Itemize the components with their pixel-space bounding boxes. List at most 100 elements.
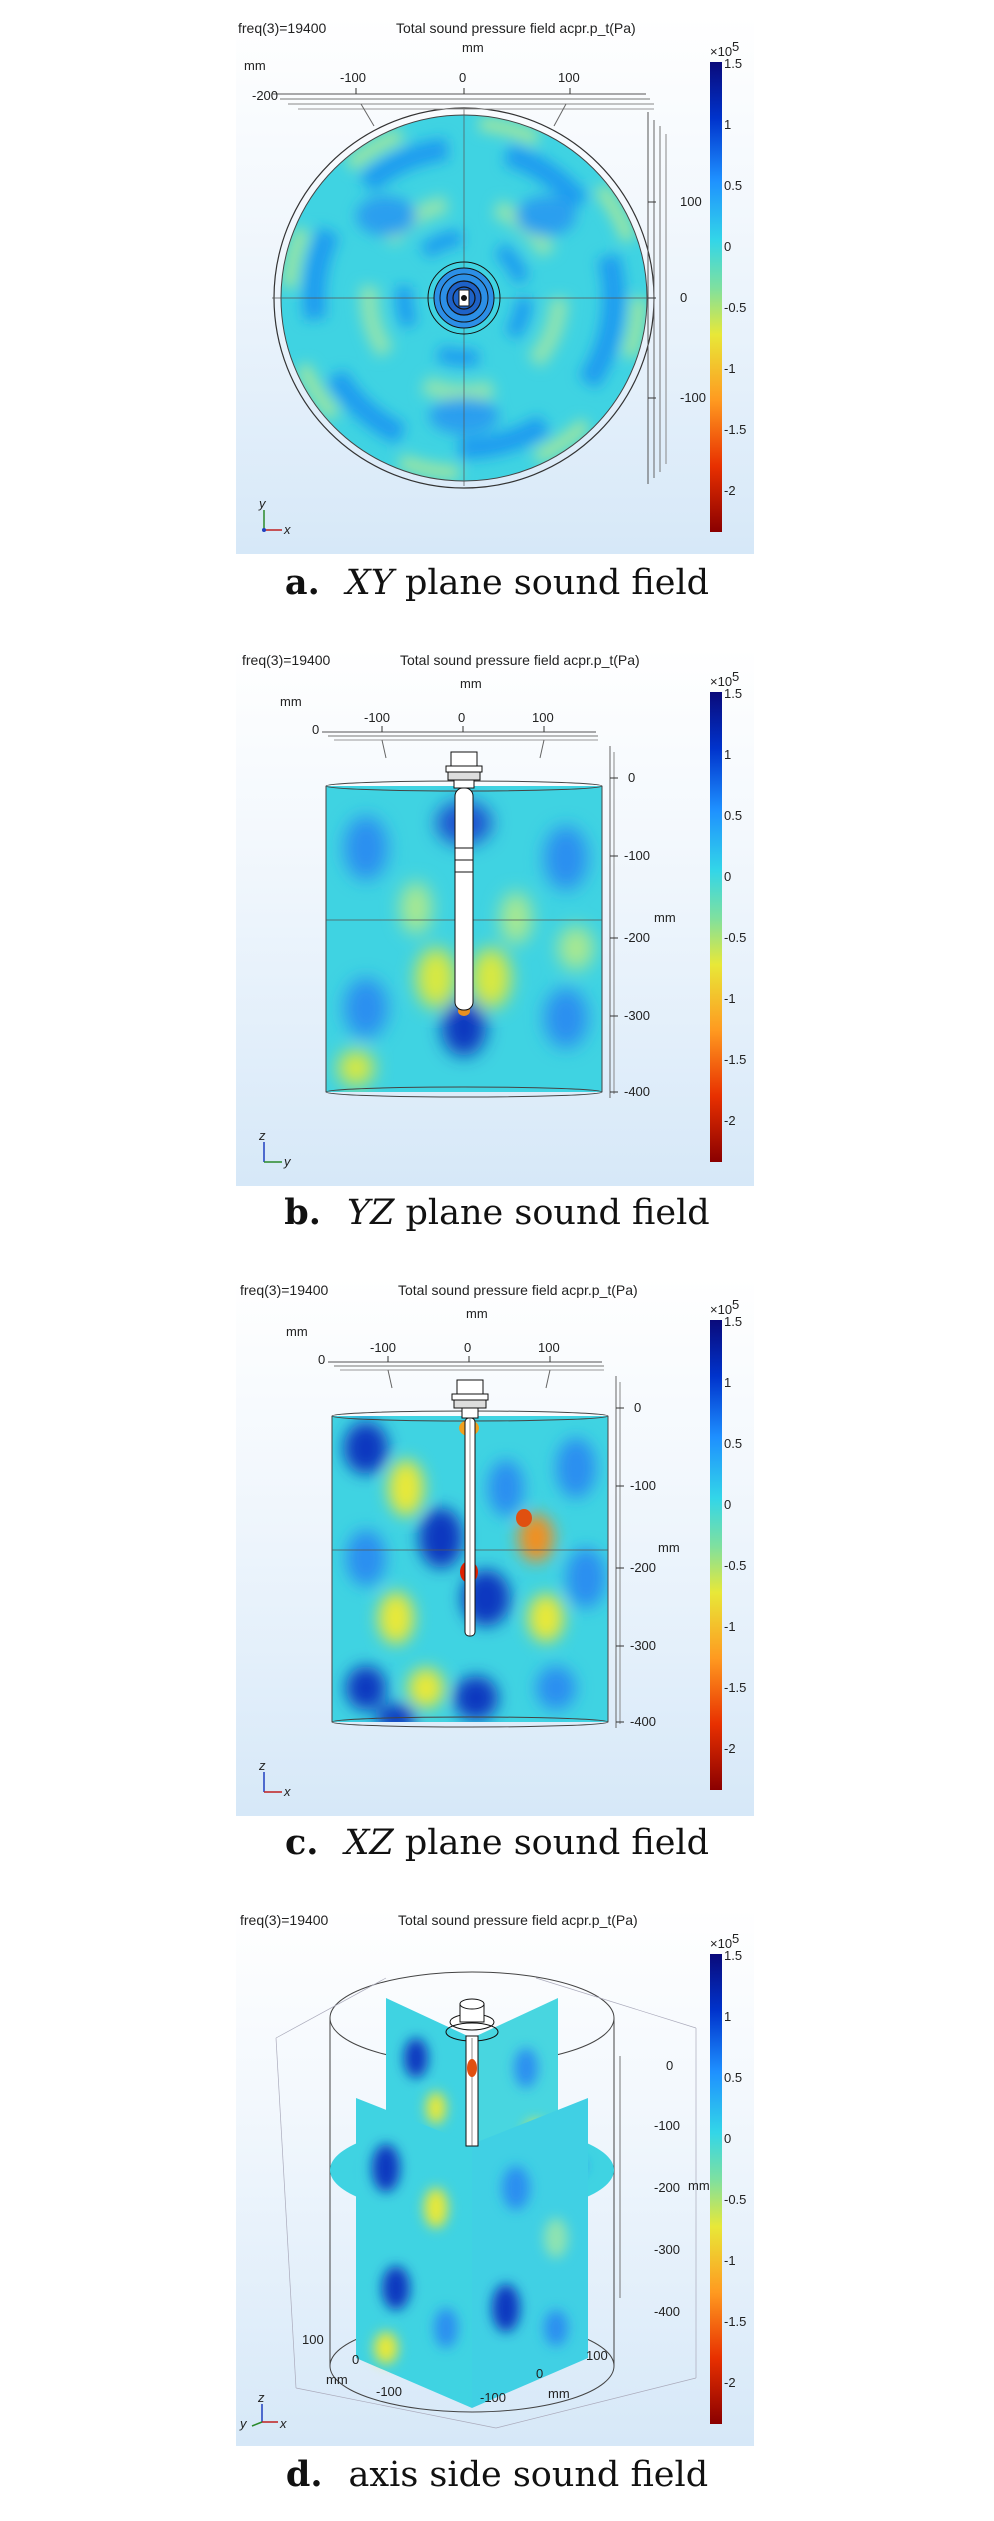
colorbar: ×10 5 1.5 1 0.5 0 -0.5 -1 -1.5 -2 <box>710 1931 746 2424</box>
z-tick: -100 <box>624 848 650 863</box>
z-tick: -200 <box>624 930 650 945</box>
colorbar-tick: -2 <box>724 2375 736 2390</box>
colorbar-tick: -1 <box>724 361 736 376</box>
plot-title: Total sound pressure field acpr.p_t(Pa) <box>400 652 640 668</box>
plot-title: Total sound pressure field acpr.p_t(Pa) <box>398 1912 638 1928</box>
colorbar-tick: 0 <box>724 869 731 884</box>
colorbar-tick: -0.5 <box>724 930 746 945</box>
unit-label-base-left: mm <box>326 2372 348 2387</box>
unit-label-side: mm <box>658 1540 680 1555</box>
freq-label: freq(3)=19400 <box>238 20 327 36</box>
colorbar-tick: 0.5 <box>724 808 742 823</box>
x-tick: 0 <box>464 1340 471 1355</box>
z-tick: -200 <box>654 2180 680 2195</box>
z-tick: -400 <box>654 2304 680 2319</box>
grid-3d <box>275 1977 697 2429</box>
colorbar-tick: -1.5 <box>724 1680 746 1695</box>
freq-label: freq(3)=19400 <box>240 1282 329 1298</box>
unit-label-left: mm <box>286 1324 308 1339</box>
triad-label-z: z <box>258 1758 266 1773</box>
colorbar-tick: -1.5 <box>724 1052 746 1067</box>
z-tick: -300 <box>654 2242 680 2257</box>
z-tick: 0 <box>634 1400 641 1415</box>
unit-label-left: mm <box>280 694 302 709</box>
unit-label-top: mm <box>460 676 482 691</box>
triad-label-z: z <box>257 2390 265 2405</box>
axis-triad-yz: z y <box>258 1128 292 1169</box>
unit-label-top: mm <box>466 1306 488 1321</box>
colorbar-tick: 1 <box>724 1375 731 1390</box>
colorbar-tick: -1.5 <box>724 2314 746 2329</box>
z-tick: 0 <box>628 770 635 785</box>
colorbar-tick: -1.5 <box>724 422 746 437</box>
colorbar-tick: -1 <box>724 1619 736 1634</box>
probe-side-view <box>451 1379 489 1637</box>
colorbar-tick: 0.5 <box>724 178 742 193</box>
x-tick-left: 0 <box>318 1352 325 1367</box>
z-tick: 0 <box>666 2058 673 2073</box>
unit-label-top: mm <box>244 58 266 73</box>
panel-xz: ×10 5 1.5 1 0.5 0 -0.5 -1 -1.5 -2 z x mm mm -100 … <box>236 1278 754 1816</box>
triad-label-x: x <box>283 522 291 537</box>
colorbar-tick: 0.5 <box>724 2070 742 2085</box>
colorbar-tick: 0 <box>724 1497 731 1512</box>
colorbar-exponent: ×10 <box>710 44 732 59</box>
slice-vertical-front <box>356 2098 588 2408</box>
y-tick: 0 <box>680 290 687 305</box>
caption-a: a. XY plane sound field <box>284 562 710 603</box>
colorbar-tick: 0 <box>724 2131 731 2146</box>
base-tick-right: 100 <box>586 2348 608 2363</box>
probe-3d <box>445 1998 499 2147</box>
base-tick-left: 100 <box>302 2332 324 2347</box>
unit-label-side: mm <box>654 910 676 925</box>
triad-label-y: y <box>239 2416 248 2431</box>
probe-top-view <box>427 261 501 335</box>
xy-top-axis <box>272 88 654 127</box>
yz-top-axis <box>322 726 598 759</box>
plot-xz: ×10 51.510.50-0.5-1-1.5-2 z x mm mm -100 … <box>258 1297 746 1799</box>
plot-title: Total sound pressure field acpr.p_t(Pa) <box>396 20 636 36</box>
x-tick-left: 0 <box>312 722 319 737</box>
colorbar-exponent-power: 5 <box>732 1931 739 1946</box>
base-tick-left: 0 <box>352 2352 359 2367</box>
colorbar-tick: -2 <box>724 1113 736 1128</box>
colorbar-tick: 1.5 <box>724 686 742 701</box>
x-tick: 100 <box>538 1340 560 1355</box>
yz-right-axis <box>609 746 618 1098</box>
caption-d: d. axis side sound field <box>285 2454 709 2495</box>
colorbar-tick: 1.5 <box>724 1314 742 1329</box>
x-tick: -100 <box>370 1340 396 1355</box>
z-tick: -300 <box>624 1008 650 1023</box>
colorbar: ×10 5 1.5 1 0.5 0 -0.5 -1 -1.5 -2 <box>710 1297 746 1790</box>
colorbar: ×10 5 1.5 1 0.5 0 -0.5 -1 -1.5 -2 <box>710 669 746 1162</box>
x-tick: 0 <box>458 710 465 725</box>
base-tick-right: -100 <box>480 2390 506 2405</box>
panel-yz: ×10 5 1.5 1 0.5 0 -0.5 -1 -1.5 -2 z y mm mm -100 … <box>236 648 754 1186</box>
caption-c: c. XZ plane sound field <box>284 1822 710 1863</box>
x-tick: -100 <box>340 70 366 85</box>
colorbar-tick: -2 <box>724 483 736 498</box>
panel-xy: ×10 5 1.5 1 0.5 0 -0.5 -1 -1.5 -2 y x mm mm -100 … <box>236 16 754 554</box>
axis-triad-xy: y x <box>258 496 291 537</box>
axis-triad-xz: z x <box>258 1758 291 1799</box>
z-tick: -300 <box>630 1638 656 1653</box>
y-tick: -100 <box>680 390 706 405</box>
z-tick: -100 <box>654 2118 680 2133</box>
unit-label-base-right: mm <box>548 2386 570 2401</box>
axis-triad-3d: y z x <box>239 2390 287 2431</box>
base-tick-left: -100 <box>376 2384 402 2399</box>
colorbar-tick: 1.5 <box>724 1948 742 1963</box>
xz-sound-field <box>332 1416 608 1722</box>
probe-side-view <box>445 751 483 1011</box>
triad-label-x: x <box>279 2416 287 2431</box>
triad-label-y: y <box>283 1154 292 1169</box>
colorbar-tick: 1 <box>724 117 731 132</box>
freq-label: freq(3)=19400 <box>242 652 331 668</box>
colorbar: ×10 5 1.5 1 0.5 0 -0.5 -1 -1.5 -2 <box>710 39 746 532</box>
colorbar-tick: -0.5 <box>724 1558 746 1573</box>
x-tick: 100 <box>558 70 580 85</box>
z-tick: -200 <box>630 1560 656 1575</box>
plot-title: Total sound pressure field acpr.p_t(Pa) <box>398 1282 638 1298</box>
plot-xy: ×10 51.510.50-0.5-1-1.5-2 y x mm mm -100 … <box>244 39 746 537</box>
colorbar-tick: 0 <box>724 239 731 254</box>
